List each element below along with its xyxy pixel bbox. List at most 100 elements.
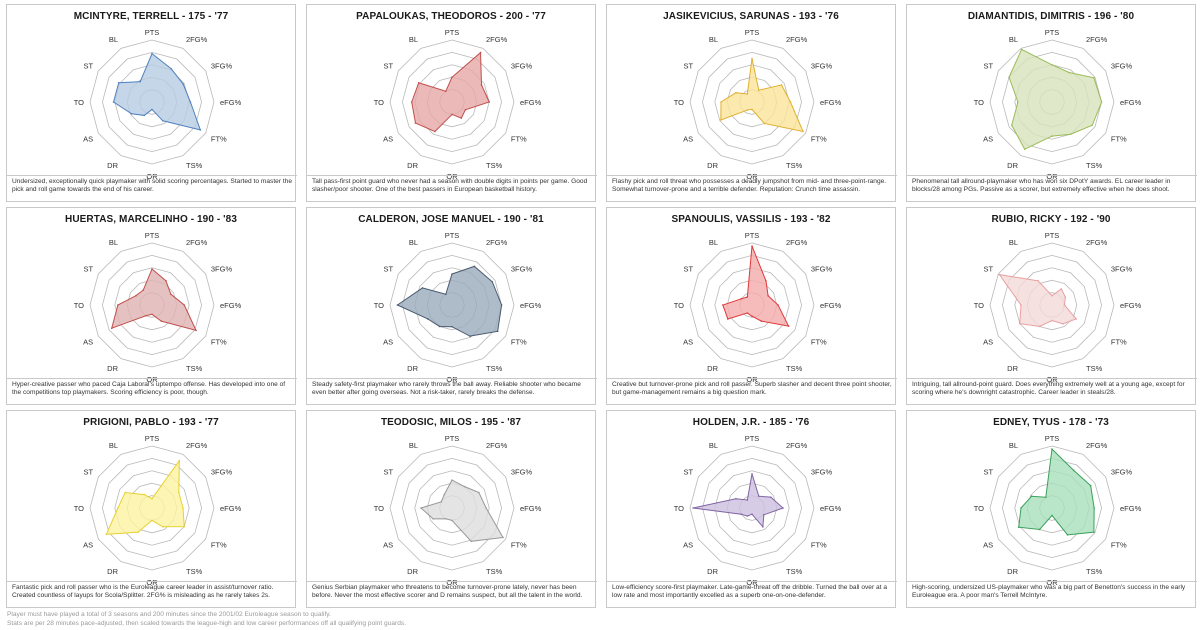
data-point-pts bbox=[751, 245, 753, 247]
axis-label-to: TO bbox=[374, 301, 384, 310]
axis-label-bl: BL bbox=[409, 441, 418, 450]
axis-label-tspct: TS% bbox=[786, 364, 803, 373]
data-point-to bbox=[410, 101, 413, 103]
axis-label-3fgpct: 3FG% bbox=[211, 265, 233, 274]
axis-label-st: ST bbox=[984, 265, 994, 274]
data-point-2fgpct bbox=[479, 51, 482, 54]
axis-label-efgpct: eFG% bbox=[820, 504, 842, 513]
grid-ring bbox=[726, 279, 778, 331]
data-point-or bbox=[1051, 135, 1053, 137]
axis-label-as: AS bbox=[383, 338, 393, 347]
data-point-to bbox=[420, 507, 422, 509]
axis-label-to: TO bbox=[974, 504, 984, 513]
axis-label-bl: BL bbox=[409, 238, 418, 247]
data-point-efgpct bbox=[189, 101, 192, 103]
data-point-dr bbox=[746, 515, 749, 517]
data-point-as bbox=[427, 318, 429, 320]
data-point-3fgpct bbox=[480, 84, 483, 86]
data-point-efgpct bbox=[1093, 507, 1095, 509]
axis-label-tspct: TS% bbox=[786, 161, 803, 170]
axis-label-dr: DR bbox=[407, 567, 418, 576]
data-point-as bbox=[1017, 526, 1020, 529]
data-point-to bbox=[112, 101, 115, 103]
player-description: Low-efficiency score-first playmaker. La… bbox=[607, 581, 897, 609]
data-point-ftpct bbox=[502, 536, 504, 539]
data-point-st bbox=[1030, 495, 1033, 498]
axis-label-tspct: TS% bbox=[1086, 364, 1103, 373]
radar-chart: PTS 2FG% 3FG% eFG% FT% TS% OR DR AS TO ST BL bbox=[74, 28, 242, 181]
data-polygon bbox=[722, 245, 790, 327]
data-point-tspct bbox=[763, 122, 766, 125]
data-point-ftpct bbox=[195, 329, 197, 332]
axis-label-3fgpct: 3FG% bbox=[511, 62, 533, 71]
radar-chart: PTS 2FG% 3FG% eFG% FT% TS% OR DR AS TO ST BL bbox=[974, 231, 1142, 384]
player-title: RUBIO, RICKY - 192 - '90 bbox=[991, 214, 1111, 225]
axis-label-3fgpct: 3FG% bbox=[811, 62, 833, 71]
axis-label-st: ST bbox=[984, 62, 994, 71]
axis-label-ftpct: FT% bbox=[1111, 541, 1127, 550]
data-point-2fgpct bbox=[758, 89, 760, 91]
player-description: Tall pass-first point guard who never ha… bbox=[307, 175, 597, 203]
data-point-pts bbox=[1051, 294, 1053, 297]
data-point-efgpct bbox=[777, 304, 779, 306]
axis-label-to: TO bbox=[74, 98, 84, 107]
axis-label-dr: DR bbox=[1007, 567, 1018, 576]
axis-label-or: OR bbox=[746, 375, 758, 384]
grid-ring bbox=[714, 64, 790, 140]
axis-label-st: ST bbox=[684, 265, 694, 274]
axis-label-or: OR bbox=[446, 375, 458, 384]
data-point-dr bbox=[746, 109, 749, 111]
axis-label-ftpct: FT% bbox=[211, 541, 227, 550]
data-point-as bbox=[1018, 322, 1021, 325]
axis-label-tspct: TS% bbox=[186, 161, 203, 170]
axis-label-as: AS bbox=[983, 541, 993, 550]
data-point-2fgpct bbox=[178, 459, 181, 462]
data-point-3fgpct bbox=[1089, 484, 1092, 487]
axis-label-ftpct: FT% bbox=[211, 135, 227, 144]
data-point-bl bbox=[746, 499, 749, 501]
grid-ring bbox=[701, 51, 803, 153]
axis-label-st: ST bbox=[684, 62, 694, 71]
axis-label-to: TO bbox=[374, 98, 384, 107]
data-point-ftpct bbox=[183, 525, 186, 528]
axis-label-or: OR bbox=[446, 172, 458, 181]
axis-label-to: TO bbox=[674, 301, 684, 310]
axis-label-tspct: TS% bbox=[186, 364, 203, 373]
player-title: MCINTYRE, TERRELL - 175 - '77 bbox=[73, 11, 229, 22]
axis-label-dr: DR bbox=[407, 161, 418, 170]
axis-label-bl: BL bbox=[709, 35, 718, 44]
data-polygon bbox=[411, 51, 490, 133]
axis-label-2fgpct: 2FG% bbox=[1086, 441, 1108, 450]
data-point-st bbox=[735, 497, 737, 500]
axis-label-pts: PTS bbox=[745, 231, 760, 240]
player-panel: PTS 2FG% 3FG% eFG% FT% TS% OR DR AS TO ST BL DIAMANT… bbox=[906, 4, 1197, 203]
axis-label-ftpct: FT% bbox=[811, 338, 827, 347]
radar-chart: PTS 2FG% 3FG% eFG% FT% TS% OR DR AS TO ST BL bbox=[674, 28, 842, 181]
data-point-or bbox=[451, 325, 453, 328]
data-point-as bbox=[720, 119, 722, 121]
data-point-st bbox=[124, 491, 126, 494]
axis-label-dr: DR bbox=[107, 364, 118, 373]
data-point-pts bbox=[1051, 64, 1053, 66]
data-point-2fgpct bbox=[170, 67, 173, 70]
player-title: DIAMANTIDIS, DIMITRIS - 196 - '80 bbox=[967, 11, 1135, 22]
data-point-tspct bbox=[1069, 133, 1072, 136]
data-point-dr bbox=[143, 114, 146, 117]
data-point-or bbox=[751, 108, 753, 111]
player-description: Phenomenal tall allround-playmaker who h… bbox=[907, 175, 1197, 203]
data-point-tspct bbox=[470, 540, 473, 543]
grid-ring bbox=[689, 242, 815, 368]
player-panel: PTS 2FG% 3FG% eFG% FT% TS% OR DR AS TO ST BL PAPALOU… bbox=[306, 4, 597, 203]
data-point-st bbox=[117, 81, 120, 84]
data-point-as bbox=[130, 112, 133, 115]
data-point-st bbox=[421, 287, 424, 289]
data-point-or bbox=[451, 113, 453, 116]
axis-label-bl: BL bbox=[1009, 35, 1018, 44]
player-title: PAPALOUKAS, THEODOROS - 200 - '77 bbox=[356, 11, 546, 22]
data-point-pts bbox=[751, 473, 753, 475]
data-point-3fgpct bbox=[769, 496, 772, 498]
grid-ring bbox=[89, 445, 215, 571]
player-title: HOLDEN, J.R. - 185 - '76 bbox=[692, 417, 810, 428]
axis-label-dr: DR bbox=[707, 567, 718, 576]
data-point-tspct bbox=[460, 117, 463, 119]
